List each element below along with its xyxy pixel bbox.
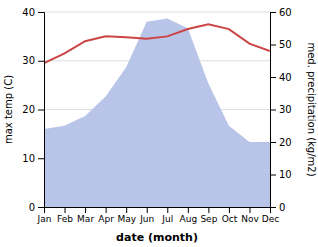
tick-label: Oct — [222, 214, 238, 224]
grid-line — [44, 12, 270, 13]
tick-label: Aug — [180, 214, 198, 224]
tick-mark — [85, 207, 86, 213]
tick-mark — [249, 207, 250, 213]
tick-label: 10 — [279, 169, 292, 180]
tick: 20 — [22, 104, 44, 115]
tick-label: 40 — [279, 72, 292, 83]
tick-mark — [147, 207, 148, 213]
tick-label: Jan — [37, 214, 52, 224]
tick: Sep — [200, 207, 217, 224]
tick-label: Sep — [200, 214, 217, 224]
tick-label: 50 — [279, 39, 292, 50]
y2-axis-title: med. precipitation (kg/m2) — [306, 42, 317, 176]
tick-mark — [270, 207, 276, 208]
tick: Mar — [77, 207, 94, 224]
tick-label: 0 — [279, 202, 285, 213]
tick: May — [117, 207, 136, 224]
tick-label: Jul — [161, 214, 173, 224]
tick-label: Jun — [139, 214, 154, 224]
tick-label: Feb — [57, 214, 73, 224]
tick-mark — [65, 207, 66, 213]
line — [44, 24, 270, 63]
tick-mark — [270, 45, 276, 46]
tick-mark — [38, 61, 44, 62]
tick-mark — [38, 110, 44, 111]
tick-mark — [126, 207, 127, 213]
axis-line — [271, 13, 277, 208]
tick-label: 60 — [279, 7, 292, 18]
tick: 60 — [270, 7, 292, 18]
tick: 10 — [22, 153, 44, 164]
tick-mark — [106, 207, 107, 213]
tick: 0 — [270, 202, 285, 213]
tick: 40 — [270, 72, 292, 83]
tick-label: 20 — [279, 137, 292, 148]
y2-axis: 0 10 20 30 40 50 60 — [270, 7, 292, 213]
tick-mark — [208, 207, 209, 213]
tick: 10 — [270, 169, 292, 180]
tick-mark — [167, 207, 168, 213]
tick-label: 0 — [29, 202, 35, 213]
tick: Feb — [57, 207, 73, 224]
tick: Dec — [262, 207, 279, 224]
y-axis-title: max temp (C) — [3, 75, 14, 144]
x-axis: Jan Feb Mar AprMayJun Jul AugSep OctNovDec — [37, 207, 280, 224]
tick-mark — [229, 207, 230, 213]
tick-label: Dec — [262, 214, 279, 224]
tick: 30 — [270, 104, 292, 115]
x-axis-title: date (month) — [116, 231, 198, 244]
tick-mark — [38, 12, 44, 13]
tick-label: May — [117, 214, 136, 224]
y-axis: 0 10 20 30 40 — [22, 7, 44, 213]
tick: Jun — [139, 207, 154, 224]
tick-label: 20 — [22, 104, 35, 115]
tick-mark — [270, 77, 276, 78]
tick: 50 — [270, 39, 292, 50]
chart: JanFebMarAprMayJunJulAugSepOctNovDec0102… — [0, 0, 318, 247]
tick: Aug — [180, 207, 198, 224]
tick-mark — [270, 12, 276, 13]
tick-label: 10 — [22, 153, 35, 164]
area — [44, 19, 270, 208]
tick: Jan — [37, 207, 52, 224]
plot: JanFebMarAprMayJunJulAugSepOctNovDec0102… — [22, 7, 291, 225]
tick: 0 — [29, 202, 44, 213]
tick: 40 — [22, 7, 44, 18]
tick-mark — [188, 207, 189, 213]
tick-mark — [270, 110, 276, 111]
axis-line — [38, 13, 45, 208]
tick-label: 30 — [279, 104, 292, 115]
tick-mark — [270, 175, 276, 176]
tick: Jul — [161, 207, 173, 224]
tick-mark — [38, 207, 44, 208]
tick: Oct — [222, 207, 238, 224]
tick: 30 — [22, 55, 44, 66]
tick-label: 40 — [22, 7, 35, 18]
tick: Nov — [241, 207, 259, 224]
tick-mark — [270, 142, 276, 143]
tick-label: Mar — [77, 214, 94, 224]
tick-mark — [38, 158, 44, 159]
tick-label: Nov — [241, 214, 259, 224]
axis-line — [45, 208, 271, 214]
grid — [44, 12, 270, 207]
tick: 20 — [270, 137, 292, 148]
tick-label: Apr — [98, 214, 114, 224]
tick-label: 30 — [22, 55, 35, 66]
marks — [44, 19, 270, 208]
tick: Apr — [98, 207, 114, 224]
